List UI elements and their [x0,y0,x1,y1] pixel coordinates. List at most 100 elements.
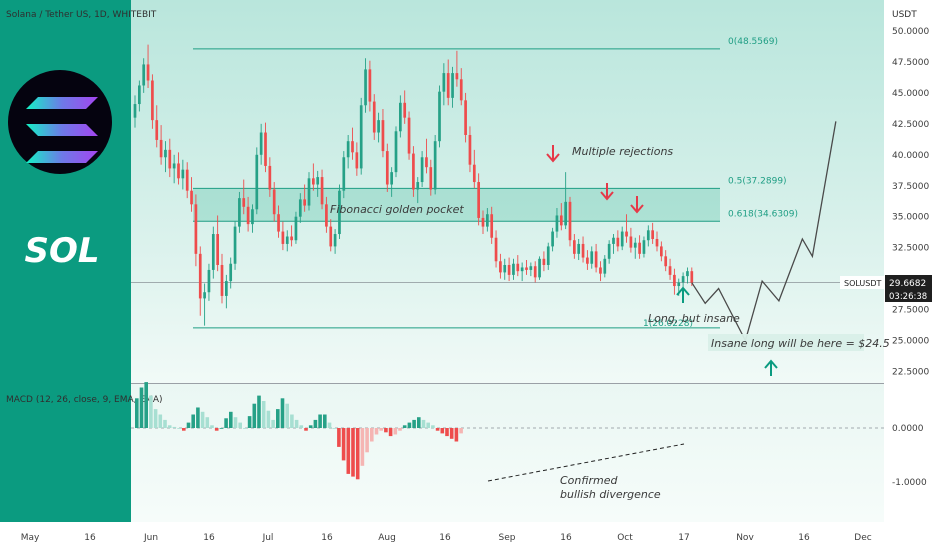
price-tag-countdown: 03:26:38 [889,292,927,302]
price-tag-value: 29.6682 [889,279,926,289]
candle-body [451,73,454,98]
macd-bar [341,428,346,461]
candle-body [177,163,180,179]
candle-body [616,237,620,247]
candle-body [459,79,463,101]
candle-body [629,236,633,248]
macd-bar [365,428,369,453]
time-tick-label: 16 [439,533,451,543]
candle-body [446,73,450,98]
macd-bar [285,403,289,428]
candle-body [442,73,446,92]
solana-logo-bar-middle [26,124,98,136]
candle-body [298,199,302,217]
candle-body [438,91,441,142]
macd-bar [167,425,172,428]
macd-bar [435,428,440,431]
macd-bar [402,425,407,428]
candle-body [499,261,502,273]
candle-body [329,226,333,247]
macd-bar [393,428,398,435]
macd-bar [370,428,374,442]
long-target-label: Insane long will be here = $24.5 [711,337,890,350]
candle-body [603,258,607,274]
candle-body [333,234,337,247]
golden-pocket-zone [193,188,720,222]
candle-body [246,206,250,225]
macd-bar [351,428,355,477]
candle-body [155,120,159,140]
macd-bar [139,387,144,428]
candle-body [642,240,646,254]
candle-body [607,243,611,259]
candle-body [503,264,507,273]
candle-body [138,85,141,105]
candle-body [211,234,215,270]
projection-path [691,121,837,343]
macd-bar [172,426,177,428]
price-tick-label: 45.0000 [892,89,929,99]
divergence-label-line-1: Confirmed [560,474,618,487]
macd-bar [144,382,148,428]
candle-body [686,271,689,277]
macd-bar [412,419,416,428]
long-arrow-icon [676,286,690,303]
macd-bar [243,428,247,429]
candle-body [385,151,389,185]
candle-body [312,178,315,185]
price-tick-label: 22.5000 [892,367,929,377]
fibonacci-levels: 0(48.5569) 0.5(37.2899) 0.618(34.6309) 1(26… [193,37,798,329]
candle-body [342,157,346,191]
logo-panel: SOL [0,0,131,522]
candle-body [355,152,359,169]
candle-body [468,134,472,165]
price-tick-label: 50.0000 [892,27,929,37]
macd-bar [318,414,322,428]
macd-bar [271,419,275,428]
candle-body [655,238,659,247]
macd-bar [210,425,214,428]
time-scale-background [0,522,932,550]
candle-body [490,214,494,238]
golden-pocket-label: Fibonacci golden pocket [330,203,464,216]
macd-bar [290,414,294,428]
price-tick-label: 40.0000 [892,151,929,161]
divergence-line [487,443,685,482]
candle-body [538,258,541,278]
candle-body [133,104,137,118]
time-tick-label: Jun [143,533,158,543]
candle-body [586,257,589,264]
candle-body [681,276,685,283]
macd-bar [407,422,412,428]
candle-body [677,282,681,287]
candle-body [198,253,202,299]
candle-body [546,246,550,265]
candle-body [303,199,306,206]
time-axis: May 16 Jun 16 Jul 16 Aug 16 Sep 16 Oct 17 Nov 16 Dec [21,533,872,543]
macd-title: MACD (12, 26, close, 9, EMA, EMA) [6,395,163,405]
candle-body [259,132,263,155]
candle-body [529,266,533,270]
candle-body [233,226,237,264]
macd-bar [266,410,271,428]
macd-bar [346,428,351,474]
macd-bar [163,419,167,428]
candle-body [594,251,598,268]
divergence-label-line-2: bullish divergence [560,488,661,501]
candle-body [633,242,637,248]
price-tag-symbol: SOLUSDT [844,279,882,288]
solana-logo-bar-bottom [26,151,98,163]
macd-bar [149,395,153,428]
price-tick-label: 25.0000 [892,337,929,347]
candle-body [620,231,624,247]
candle-body [525,267,528,270]
candle-body [172,163,176,169]
candle-body [472,164,476,183]
time-tick-label: 16 [321,533,333,543]
price-tick-label: 27.5000 [892,306,929,316]
time-tick-label: Jul [262,533,274,543]
candle-body [294,216,298,241]
macd-bar [327,422,332,428]
macd-bar [384,428,388,433]
candle-body [481,217,485,227]
